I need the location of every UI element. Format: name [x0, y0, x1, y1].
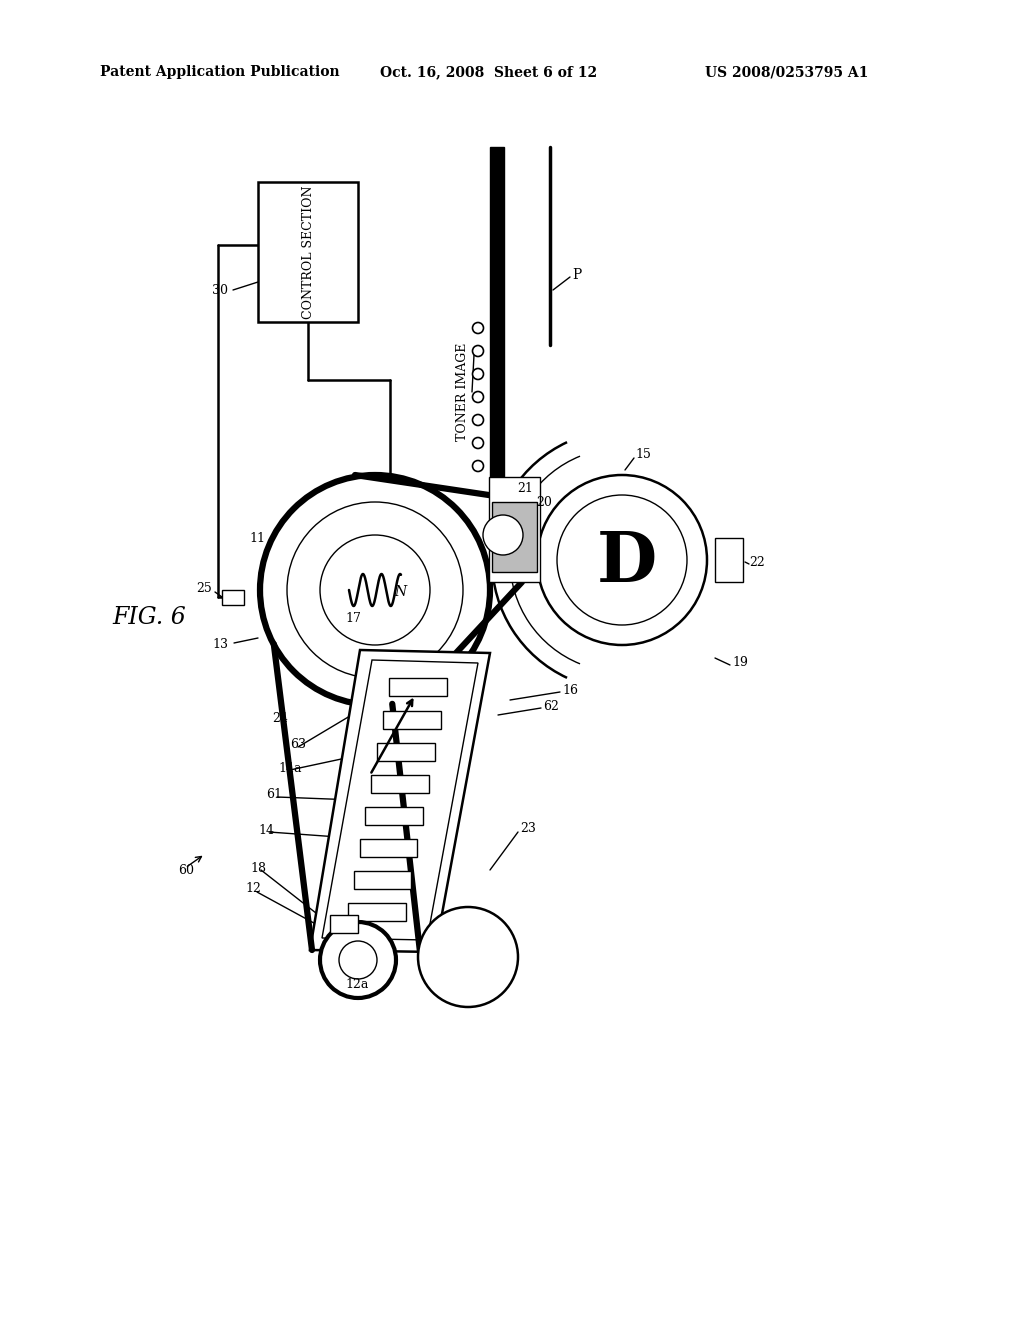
Polygon shape	[366, 807, 424, 825]
Text: 61: 61	[266, 788, 282, 801]
Polygon shape	[372, 775, 429, 793]
Circle shape	[557, 495, 687, 624]
Circle shape	[319, 921, 396, 998]
Bar	[715, 539, 743, 582]
Text: 24: 24	[272, 711, 288, 725]
Text: D: D	[597, 528, 657, 595]
Text: 17: 17	[345, 611, 360, 624]
Bar	[330, 915, 358, 933]
Text: 23: 23	[520, 821, 536, 834]
Circle shape	[472, 346, 483, 356]
Text: Oct. 16, 2008  Sheet 6 of 12: Oct. 16, 2008 Sheet 6 of 12	[380, 65, 597, 79]
Bar	[258, 182, 358, 322]
Text: 62: 62	[543, 700, 559, 713]
Circle shape	[287, 502, 463, 678]
Polygon shape	[348, 903, 406, 921]
Circle shape	[418, 907, 518, 1007]
Text: 11: 11	[249, 532, 265, 544]
Polygon shape	[322, 660, 478, 940]
Circle shape	[472, 368, 483, 380]
Text: 21: 21	[517, 482, 532, 495]
Polygon shape	[310, 649, 490, 952]
Bar	[222, 590, 244, 605]
Text: 14a: 14a	[278, 762, 301, 775]
Circle shape	[537, 475, 707, 645]
Circle shape	[260, 475, 490, 705]
Text: 63: 63	[290, 738, 306, 751]
Bar	[492, 502, 537, 572]
Text: TONER IMAGE: TONER IMAGE	[457, 343, 469, 441]
Circle shape	[472, 392, 483, 403]
Text: US 2008/0253795 A1: US 2008/0253795 A1	[705, 65, 868, 79]
Text: 12: 12	[245, 882, 261, 895]
Bar	[489, 477, 540, 582]
Polygon shape	[377, 743, 435, 760]
Circle shape	[472, 414, 483, 425]
Text: 16: 16	[562, 684, 578, 697]
Bar	[490, 147, 504, 500]
Circle shape	[472, 322, 483, 334]
Circle shape	[483, 515, 523, 554]
Text: 18: 18	[250, 862, 266, 874]
Polygon shape	[389, 678, 447, 697]
Text: Patent Application Publication: Patent Application Publication	[100, 65, 340, 79]
Circle shape	[472, 461, 483, 471]
Text: 15: 15	[635, 449, 651, 462]
Polygon shape	[359, 840, 418, 857]
Text: 22: 22	[749, 556, 765, 569]
Text: 13: 13	[212, 639, 228, 652]
Text: P: P	[572, 268, 582, 282]
Text: 19: 19	[732, 656, 748, 669]
Circle shape	[472, 437, 483, 449]
Circle shape	[319, 535, 430, 645]
Text: 60: 60	[178, 863, 194, 876]
Polygon shape	[353, 871, 412, 890]
Circle shape	[339, 941, 377, 979]
Text: 14: 14	[258, 824, 274, 837]
Text: N: N	[394, 585, 407, 599]
Polygon shape	[383, 710, 441, 729]
Text: 30: 30	[212, 284, 228, 297]
Text: 20: 20	[536, 495, 552, 508]
Text: 12a: 12a	[345, 978, 369, 991]
Text: FIG. 6: FIG. 6	[112, 606, 185, 630]
Text: CONTROL SECTION: CONTROL SECTION	[301, 185, 314, 318]
Text: 25: 25	[197, 582, 212, 595]
